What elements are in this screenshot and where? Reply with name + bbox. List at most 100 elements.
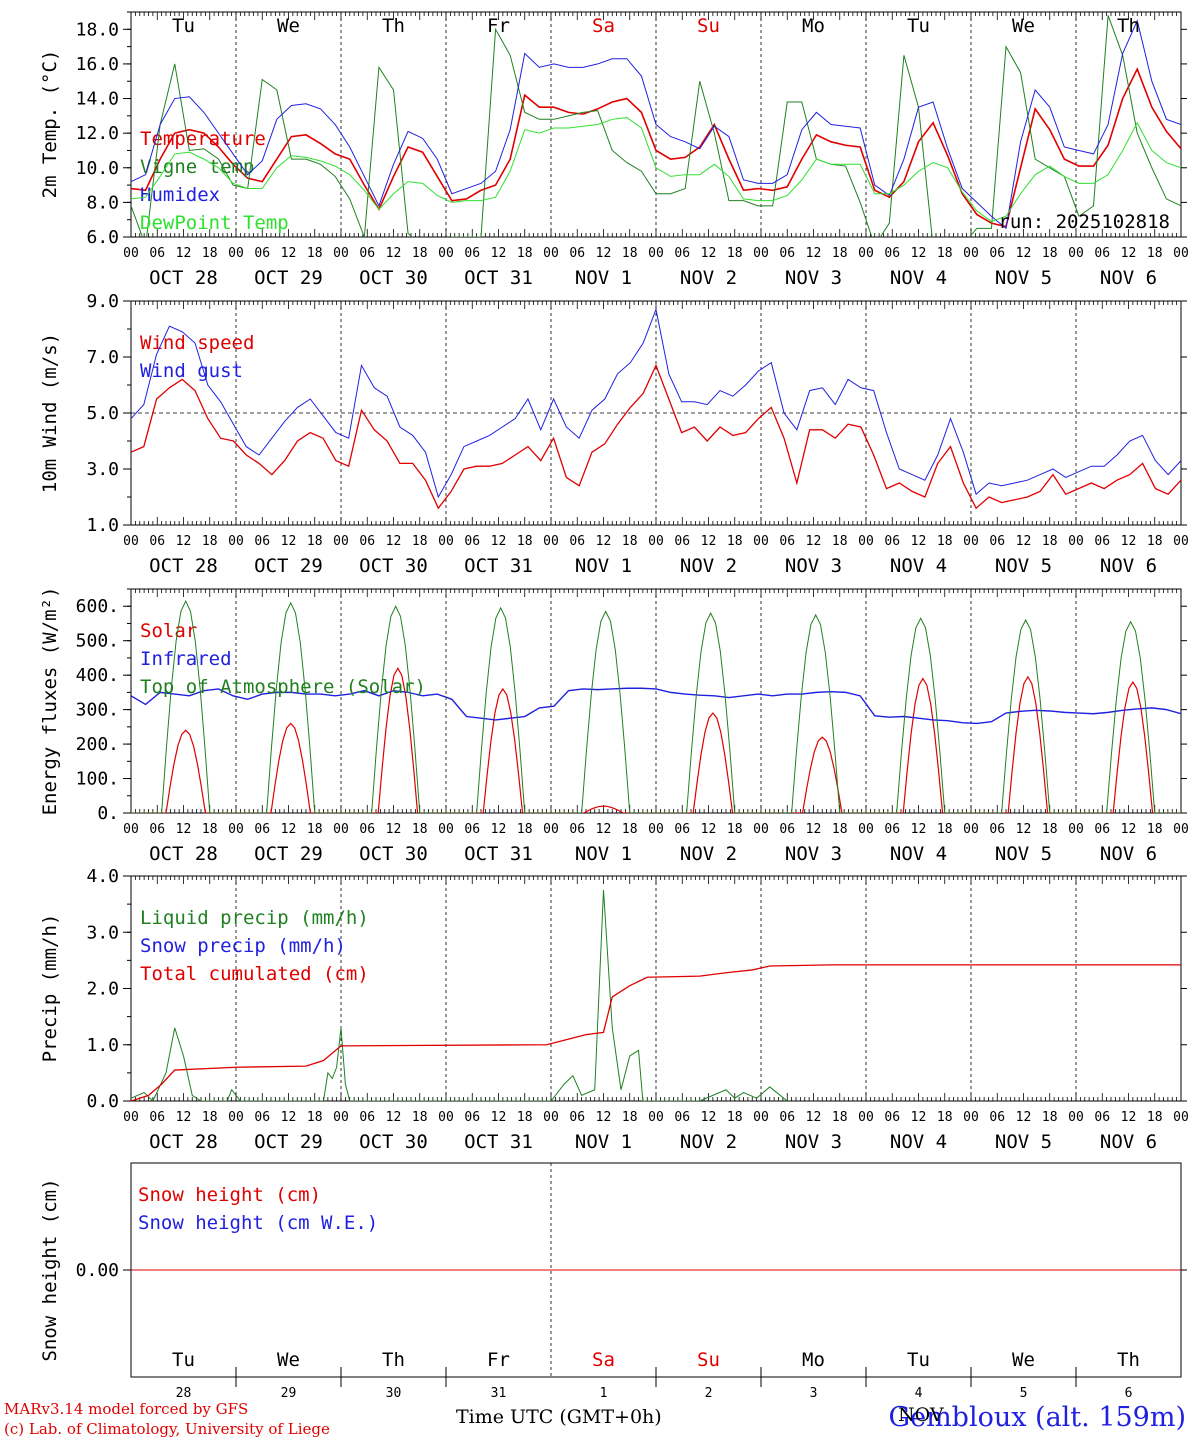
date-label: OCT 29 [254,843,323,865]
weekday-label: Tu [907,15,930,37]
legend-entry: DewPoint Temp [140,212,289,234]
hour-label: 06 [884,246,900,261]
weekday-label: Su [697,15,720,37]
weekday-label: Th [1117,1349,1140,1371]
y-tick-label: 5.0 [86,403,119,424]
hour-label: 12 [596,534,612,549]
hour-label: 12 [911,1110,927,1125]
y-tick-label: 400. [76,665,119,686]
hour-label: 12 [176,1110,192,1125]
hour-label: 12 [281,822,297,837]
hour-label: 18 [622,1110,638,1125]
panel-temp: 6.0 8.0 10.0 12.0 14.0 16.0 18.0 2m Temp. (°C) T… [39,11,1189,289]
hour-label: 00 [753,822,769,837]
hour-label: 18 [1042,246,1058,261]
date-label: NOV 5 [995,1131,1052,1153]
weekday-label: Tu [172,15,195,37]
lab-credit: (c) Lab. of Climatology, University of L… [4,1420,330,1438]
hour-label: 00 [438,1110,454,1125]
weekday-label: Mo [802,1349,825,1371]
date-label: NOV 4 [890,555,947,577]
y-tick-label: 0.00 [76,1260,119,1281]
date-label: NOV 2 [680,267,737,289]
station-label: Gembloux (alt. 159m) [888,1402,1186,1433]
y-tick-label: 12.0 [76,123,119,144]
hour-label: 12 [281,246,297,261]
y-tick-label: 8.0 [86,192,119,213]
hour-label: 12 [701,246,717,261]
date-label: NOV 1 [575,267,632,289]
hour-label: 06 [989,822,1005,837]
legend-entry: Vigne temp [140,156,254,178]
hour-label: 00 [543,1110,559,1125]
hour-label: 18 [727,534,743,549]
y-axis-title: Precip (mm/h) [39,914,61,1063]
hour-label: 12 [491,246,507,261]
series-line-solar [131,667,1181,813]
hour-label: 06 [989,534,1005,549]
hour-label: 18 [307,822,323,837]
day-number: 1 [600,1386,608,1401]
date-label: NOV 2 [680,1131,737,1153]
date-label: NOV 3 [785,555,842,577]
date-label: OCT 31 [464,843,533,865]
weekday-label: Th [382,1349,405,1371]
hour-label: 12 [281,534,297,549]
hour-label: 00 [438,246,454,261]
date-label: OCT 29 [254,1131,323,1153]
weekday-label: We [277,1349,300,1371]
panel-flux: 0. 100. 200. 300. 400. 500. 600. Energy fluxes … [39,587,1189,865]
weekday-label: Th [1117,15,1140,37]
hour-label: 12 [806,822,822,837]
hour-label: 00 [1068,246,1084,261]
date-label: OCT 28 [149,843,218,865]
hour-label: 00 [648,1110,664,1125]
y-tick-label: 10.0 [76,158,119,179]
hour-label: 06 [674,246,690,261]
hour-label: 18 [1147,1110,1163,1125]
hour-label: 06 [779,1110,795,1125]
hour-label: 18 [412,534,428,549]
panel-precip: 0.0 1.0 2.0 3.0 4.0 Precip (mm/h) Liquid preci… [39,866,1189,1153]
hour-label: 18 [517,534,533,549]
day-number: 30 [386,1386,402,1401]
weekday-label: Sa [592,1349,615,1371]
hour-label: 00 [123,1110,139,1125]
weekday-label: Fr [487,1349,510,1371]
hour-label: 00 [123,246,139,261]
date-label: NOV 6 [1100,555,1157,577]
hour-label: 00 [333,246,349,261]
hour-label: 18 [202,822,218,837]
hour-label: 00 [543,822,559,837]
hour-label: 00 [1173,1110,1189,1125]
hour-label: 18 [622,534,638,549]
hour-label: 18 [307,534,323,549]
hour-label: 12 [911,534,927,549]
day-number: 3 [810,1386,818,1401]
hour-label: 00 [123,534,139,549]
hour-label: 06 [1094,1110,1110,1125]
y-axis-title: Snow height (cm) [39,1178,61,1361]
hour-label: 00 [438,534,454,549]
hour-label: 18 [622,822,638,837]
hour-label: 18 [727,246,743,261]
plot-frame [130,588,1182,814]
hour-label: 00 [543,246,559,261]
date-label: NOV 3 [785,843,842,865]
weekday-label: We [1012,1349,1035,1371]
hour-label: 12 [806,246,822,261]
date-label: NOV 1 [575,555,632,577]
panel-snow: 0.00 Snow height (cm) Snow height (cm) Snow… [39,1162,1187,1401]
hour-label: 00 [1173,822,1189,837]
hour-label: 06 [674,822,690,837]
date-label: OCT 31 [464,1131,533,1153]
panel-wind: 1.0 3.0 5.0 7.0 9.0 10m Wind (m/s) Wind speed W… [39,291,1189,577]
hour-label: 12 [701,1110,717,1125]
date-label: NOV 2 [680,555,737,577]
run-label: run: 2025102818 [998,211,1170,233]
hour-label: 12 [1016,534,1032,549]
hour-label: 06 [359,534,375,549]
hour-label: 18 [412,246,428,261]
hour-label: 06 [674,534,690,549]
